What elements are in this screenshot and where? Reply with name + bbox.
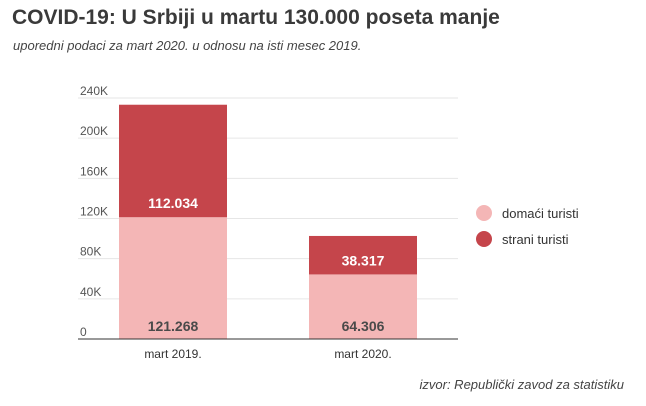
y-tick-label: 80K (80, 245, 101, 259)
bar-segment-foreign (119, 104, 227, 218)
y-tick-label: 200K (80, 124, 108, 138)
legend: domaći turisti strani turisti (476, 200, 579, 252)
source-note: izvor: Republički zavod za statistiku (419, 377, 624, 392)
y-tick-label: 240K (80, 84, 108, 98)
y-tick-label: 0 (80, 325, 87, 339)
legend-label-foreign: strani turisti (502, 231, 569, 247)
bar-segment-domestic (309, 274, 417, 339)
legend-label-domestic: domaći turisti (502, 205, 579, 221)
legend-swatch-domestic (476, 205, 492, 221)
legend-item-foreign[interactable]: strani turisti (476, 226, 579, 252)
bar-segment-foreign (309, 235, 417, 275)
y-tick-label: 120K (80, 205, 108, 219)
bar-segment-domestic (119, 217, 227, 339)
chart-title: COVID-19: U Srbiji u martu 130.000 poset… (12, 6, 500, 29)
y-tick-label: 160K (80, 164, 108, 178)
x-tick-label: mart 2020. (334, 347, 391, 361)
legend-swatch-foreign (476, 231, 492, 247)
legend-item-domestic[interactable]: domaći turisti (476, 200, 579, 226)
data-label: 38.317 (342, 252, 385, 268)
y-tick-label: 40K (80, 285, 101, 299)
data-label: 121.268 (148, 318, 199, 334)
x-tick-label: mart 2019. (144, 347, 201, 361)
chart-subtitle: uporedni podaci za mart 2020. u odnosu n… (13, 38, 362, 53)
data-label: 64.306 (342, 318, 385, 334)
data-label: 112.034 (148, 195, 198, 211)
